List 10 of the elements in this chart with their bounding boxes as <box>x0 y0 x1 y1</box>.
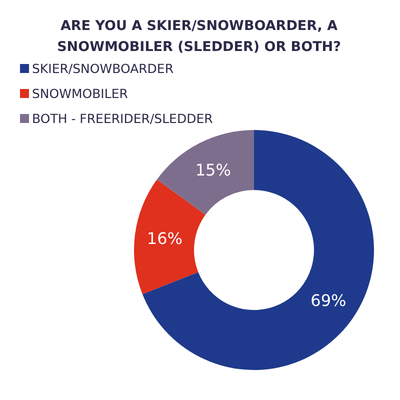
legend-label: SNOWMOBILER <box>32 86 128 101</box>
donut-slice <box>142 130 374 370</box>
donut-slice <box>156 130 254 215</box>
data-label: 16% <box>146 229 182 248</box>
legend-label: SKIER/SNOWBOARDER <box>32 61 174 76</box>
chart-title: ARE YOU A SKIER/SNOWBOARDER, A SNOWMOBILER (SLEDDER) OR BOTH? <box>57 18 341 55</box>
legend-label: BOTH - FREERIDER/SLEDDER <box>32 111 214 126</box>
data-label: 69% <box>310 291 346 310</box>
data-label: 15% <box>195 160 231 180</box>
donut-slice <box>134 179 206 294</box>
